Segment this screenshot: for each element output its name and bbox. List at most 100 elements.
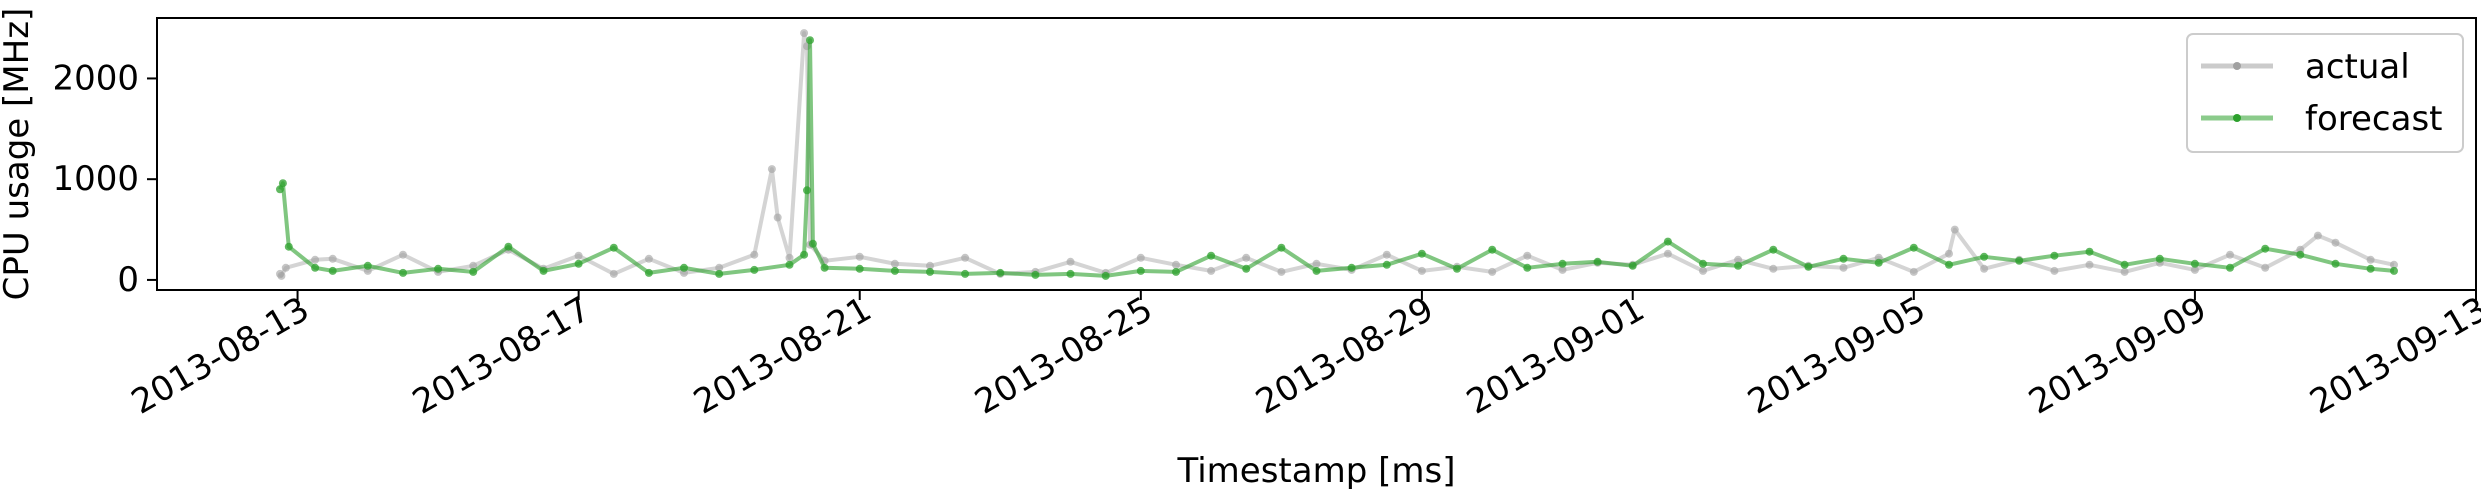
data-point-actual [1945,249,1953,258]
data-point-actual [2120,267,2129,276]
data-point-forecast [750,265,759,274]
data-point-actual [1950,225,1959,234]
data-point-forecast [1628,261,1637,270]
data-point-actual [2366,255,2375,264]
data-point-forecast [1242,264,1251,273]
data-point-actual [750,250,759,259]
data-point-forecast [680,263,688,272]
data-point-forecast [1804,262,1813,271]
data-point-forecast [399,268,407,277]
data-point-forecast [1663,237,1672,246]
data-point-actual [1382,250,1391,259]
data-point-actual [1277,267,1286,276]
data-point-forecast [1734,261,1743,270]
data-point-actual [1769,264,1778,273]
data-point-forecast [855,264,864,273]
data-point-actual [785,253,794,262]
data-point-forecast [1172,267,1180,276]
data-point-actual [890,259,899,268]
legend: actual forecast [2186,33,2464,153]
data-point-actual [2313,231,2322,240]
data-point-actual [281,263,290,272]
data-point-forecast [311,263,320,272]
data-point-forecast [1207,251,1216,260]
data-point-actual [1909,267,1918,276]
data-point-forecast [2050,251,2059,260]
data-point-forecast [469,267,478,276]
data-point-forecast [1558,259,1567,268]
data-point-forecast [1523,263,1532,272]
data-point-forecast [284,242,293,251]
data-point-actual [773,213,782,222]
data-point-forecast [1874,258,1883,267]
data-point-forecast [328,266,337,275]
data-point-actual [767,165,776,174]
legend-marker-forecast [2233,114,2241,122]
data-point-actual [1980,264,1989,273]
data-point-actual [1172,260,1180,269]
data-point-forecast [2120,260,2129,269]
data-point-forecast [1347,263,1356,272]
data-point-forecast [1417,249,1426,258]
data-point-actual [399,250,407,259]
plot-frame [156,17,2477,291]
data-point-actual [2390,260,2398,269]
data-point-actual [1207,266,1216,275]
data-point-forecast [715,269,724,278]
data-point-actual [1417,266,1426,275]
data-point-forecast [2085,247,2094,256]
data-point-actual [609,269,618,278]
data-point-actual [2261,263,2270,272]
data-point-actual [277,271,286,280]
data-point-forecast [2296,250,2305,259]
legend-marker-actual [2233,62,2241,70]
data-point-forecast [800,250,809,259]
data-point-forecast [363,261,372,270]
data-point-actual [2190,265,2199,274]
data-point-actual [574,251,583,260]
data-point-forecast [2366,264,2375,273]
data-point-actual [2050,266,2059,275]
data-point-forecast [1839,254,1848,263]
data-point-actual [1734,255,1743,264]
data-point-forecast [2190,259,2199,268]
data-point-forecast [504,242,513,251]
data-point-forecast [996,268,1005,277]
data-point-actual [800,29,809,38]
series-layer [276,29,2398,280]
y-tick-label: 1000 [52,159,139,199]
data-point-forecast [2331,259,2340,268]
data-point-actual [1312,259,1321,268]
data-point-actual [1523,251,1532,260]
data-point-actual [1699,266,1707,275]
data-point-forecast [961,269,970,278]
data-point-forecast [1593,257,1602,266]
data-point-actual [469,261,478,270]
data-point-forecast [1945,260,1953,269]
data-point-forecast [1699,259,1707,268]
data-point-actual [961,253,970,262]
data-point-actual [2085,260,2094,269]
data-point-actual [311,255,320,264]
y-tick-label: 0 [117,260,139,300]
data-point-actual [328,254,337,263]
data-point-forecast [803,186,811,195]
data-point-actual [1839,263,1848,272]
data-point-forecast [1312,266,1321,275]
data-point-actual [926,261,934,270]
data-point-forecast [2226,263,2234,272]
y-axis-label: CPU usage [MHz] [0,8,37,301]
data-point-forecast [820,263,829,272]
data-point-forecast [1101,271,1110,280]
data-point-forecast [890,266,899,275]
data-point-forecast [644,268,653,277]
x-axis-label: Timestamp [ms] [1177,451,1456,490]
legend-label-forecast: forecast [2305,99,2443,139]
data-point-forecast [278,179,287,188]
data-point-forecast [574,259,583,268]
data-point-actual [1663,249,1672,258]
data-point-forecast [2155,254,2164,263]
y-tick-label: 2000 [52,58,139,98]
data-point-forecast [806,36,814,45]
